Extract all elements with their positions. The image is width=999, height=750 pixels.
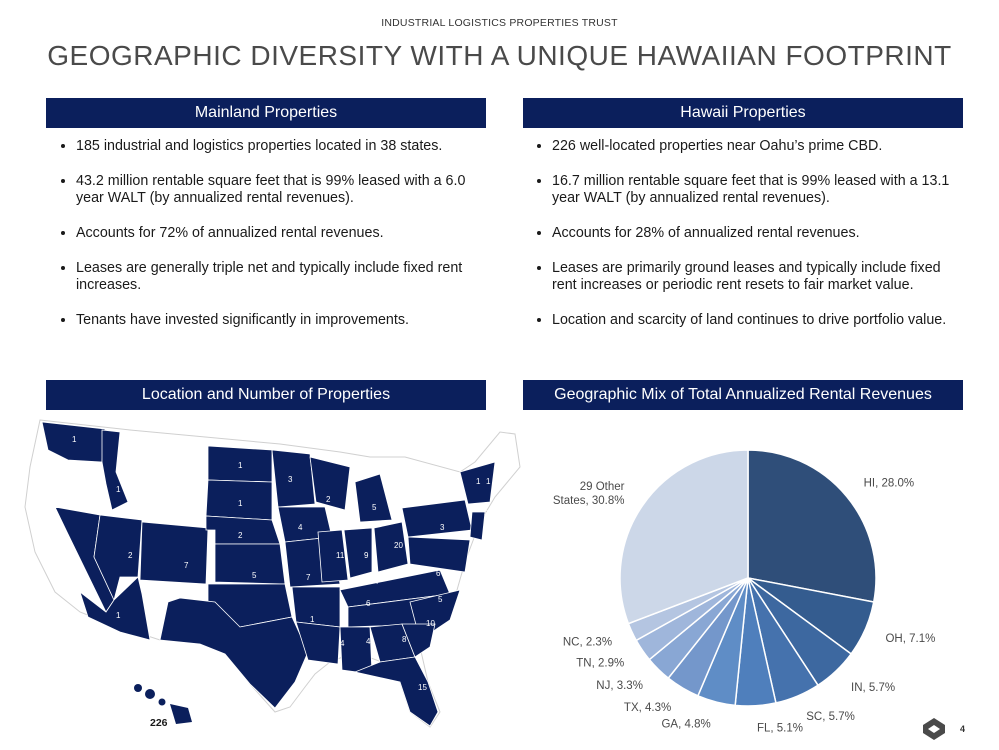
state-count: 1: [116, 611, 121, 620]
company-name: INDUSTRIAL LOGISTICS PROPERTIES TRUST: [381, 17, 618, 29]
pie-slice-29-other-states: [619, 449, 749, 625]
state-count: 15: [418, 683, 427, 692]
state-count: 4: [340, 639, 345, 648]
state-count: 1: [238, 499, 243, 508]
state-count: 3: [440, 523, 445, 532]
pie-label: IN, 5.7%: [851, 682, 895, 694]
pie-label: SC, 5.7%: [806, 711, 855, 723]
state-count: 3: [288, 475, 293, 484]
state-count: 7: [306, 573, 311, 582]
hawaii-bullet: Accounts for 28% of annualized rental re…: [552, 225, 952, 242]
state-count: 4: [298, 523, 303, 532]
state-count: 3: [484, 509, 489, 518]
page-title: GEOGRAPHIC DIVERSITY WITH A UNIQUE HAWAI…: [47, 40, 952, 71]
state-count: 9: [364, 551, 369, 560]
state-count: 11: [336, 551, 345, 560]
state-counts: 1 1 1 3 1 2 2 4 5 2 7 5 11 9 20 3 1 1 3 …: [72, 435, 491, 692]
mainland-bullet: Tenants have invested significantly in i…: [76, 312, 486, 329]
state-count: 2: [238, 531, 243, 540]
pie-label: 29 Other States, 30.8%: [553, 481, 625, 507]
state-count: 4: [374, 577, 379, 586]
us-map: 226 1 1 1 3 1 2 2 4 5 2 7 5 11 9 20 3 1 …: [10, 412, 550, 742]
state-count: 10: [426, 619, 435, 628]
us-map-svg: 226 1 1 1 3 1 2 2 4 5 2 7 5 11 9 20 3 1 …: [24, 419, 521, 729]
state-count: 5: [372, 503, 377, 512]
mainland-bullets: 185 industrial and logistics properties …: [46, 138, 486, 347]
logo-icon: [923, 718, 945, 740]
state-count: 4: [366, 637, 371, 646]
pie-label: GA, 4.8%: [661, 718, 710, 730]
state-count: 1: [486, 477, 491, 486]
state-count: 20: [394, 541, 403, 550]
hawaii-bullet: Leases are primarily ground leases and t…: [552, 260, 952, 294]
state-count: 1: [72, 435, 77, 444]
state-count: 1: [310, 615, 315, 624]
mainland-bullet: Accounts for 72% of annualized rental re…: [76, 225, 486, 242]
state-count: 1: [476, 477, 481, 486]
revenue-pie-chart: HI, 28.0% OH, 7.1% IN, 5.7% SC, 5.7% FL, 5.1…: [520, 412, 980, 737]
pie-label: NJ, 3.3%: [596, 680, 643, 692]
pie-heading: Geographic Mix of Total Annualized Renta…: [523, 380, 963, 410]
state-count: 2: [128, 551, 133, 560]
hawaii-bullet: 16.7 million rentable square feet that i…: [552, 173, 952, 207]
hawaii-islands: [134, 684, 192, 724]
hawaii-bullet: 226 well-located properties near Oahu’s …: [552, 138, 952, 155]
state-count: 1: [116, 485, 121, 494]
page-number: 4: [960, 724, 966, 734]
pie-label: TX, 4.3%: [624, 702, 671, 714]
hawaii-bullets: 226 well-located properties near Oahu’s …: [522, 138, 952, 347]
pie-label: FL, 5.1%: [757, 723, 803, 735]
state-count: 6: [436, 569, 441, 578]
pie-label: NC, 2.3%: [563, 636, 612, 648]
state-count: 8: [402, 635, 407, 644]
pie-slice-hi: [747, 449, 877, 603]
pie-label: OH, 7.1%: [885, 633, 935, 645]
shaded-states: [41, 421, 496, 727]
state-count: 5: [438, 595, 443, 604]
state-count: 1: [238, 461, 243, 470]
mainland-bullet: 43.2 million rentable square feet that i…: [76, 173, 486, 207]
state-count: 7: [184, 561, 189, 570]
map-heading: Location and Number of Properties: [46, 380, 486, 410]
mainland-heading: Mainland Properties: [46, 98, 486, 128]
state-count: 2: [326, 495, 331, 504]
state-count: 3: [314, 663, 319, 672]
mainland-bullet: Leases are generally triple net and typi…: [76, 260, 486, 294]
hawaii-bullet: Location and scarcity of land continues …: [552, 312, 952, 329]
state-count: 5: [252, 571, 257, 580]
pie-label: TN, 2.9%: [576, 658, 624, 670]
pie-label: HI, 28.0%: [864, 477, 915, 489]
mainland-bullet: 185 industrial and logistics properties …: [76, 138, 486, 155]
state-count: 6: [366, 599, 371, 608]
hawaii-heading: Hawaii Properties: [523, 98, 963, 128]
pie-svg: HI, 28.0% OH, 7.1% IN, 5.7% SC, 5.7%FL, 5.1…: [553, 449, 935, 735]
hawaii-count: 226: [150, 717, 168, 729]
